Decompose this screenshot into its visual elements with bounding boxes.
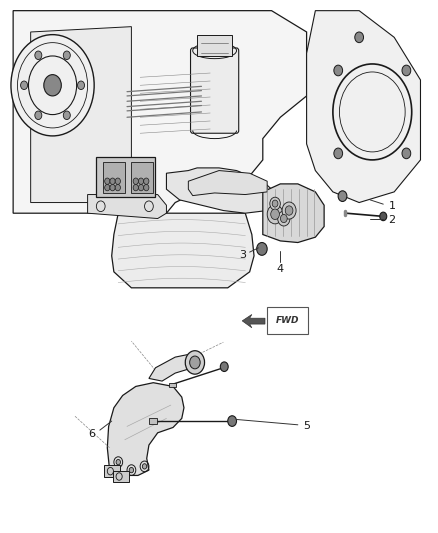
- Circle shape: [144, 184, 149, 191]
- Polygon shape: [307, 11, 420, 203]
- Circle shape: [133, 184, 138, 191]
- Circle shape: [35, 51, 42, 60]
- Circle shape: [334, 148, 343, 159]
- Text: 2: 2: [389, 215, 396, 224]
- FancyBboxPatch shape: [96, 157, 155, 197]
- FancyBboxPatch shape: [103, 162, 125, 193]
- FancyBboxPatch shape: [191, 48, 239, 133]
- FancyBboxPatch shape: [104, 465, 120, 477]
- Circle shape: [44, 75, 61, 96]
- Circle shape: [270, 197, 280, 210]
- Circle shape: [105, 184, 110, 191]
- FancyBboxPatch shape: [197, 35, 232, 56]
- Circle shape: [21, 81, 28, 90]
- Polygon shape: [112, 213, 254, 288]
- Circle shape: [11, 35, 94, 136]
- Circle shape: [402, 148, 411, 159]
- Polygon shape: [263, 184, 324, 243]
- Polygon shape: [188, 171, 267, 196]
- Circle shape: [116, 459, 120, 465]
- Circle shape: [110, 178, 115, 184]
- Circle shape: [129, 467, 134, 473]
- Circle shape: [142, 464, 147, 469]
- Polygon shape: [149, 354, 195, 381]
- Circle shape: [138, 178, 144, 184]
- Polygon shape: [88, 195, 166, 219]
- Circle shape: [267, 205, 283, 224]
- Circle shape: [280, 214, 287, 223]
- FancyBboxPatch shape: [131, 162, 153, 193]
- Circle shape: [257, 243, 267, 255]
- Circle shape: [338, 191, 347, 201]
- FancyBboxPatch shape: [149, 418, 157, 424]
- Circle shape: [285, 206, 293, 215]
- Text: FWD: FWD: [276, 317, 300, 325]
- Circle shape: [110, 184, 115, 191]
- Circle shape: [144, 178, 149, 184]
- Circle shape: [220, 362, 228, 372]
- Polygon shape: [13, 11, 307, 213]
- Circle shape: [138, 184, 144, 191]
- Circle shape: [228, 416, 237, 426]
- Circle shape: [278, 211, 290, 226]
- Text: 1: 1: [389, 201, 396, 211]
- Circle shape: [282, 202, 296, 219]
- Polygon shape: [242, 314, 265, 328]
- Circle shape: [133, 178, 138, 184]
- Circle shape: [115, 184, 120, 191]
- Circle shape: [334, 65, 343, 76]
- Circle shape: [271, 209, 279, 220]
- Circle shape: [380, 212, 387, 221]
- Circle shape: [63, 51, 70, 60]
- Polygon shape: [166, 168, 276, 213]
- Circle shape: [115, 178, 120, 184]
- Circle shape: [63, 111, 70, 119]
- Circle shape: [190, 356, 200, 369]
- Circle shape: [402, 65, 411, 76]
- FancyBboxPatch shape: [113, 471, 129, 482]
- Polygon shape: [22, 27, 131, 203]
- Circle shape: [105, 178, 110, 184]
- Text: 3: 3: [240, 250, 247, 260]
- Text: 5: 5: [303, 422, 310, 431]
- FancyBboxPatch shape: [169, 383, 176, 387]
- Text: 6: 6: [88, 430, 95, 439]
- Circle shape: [355, 32, 364, 43]
- Circle shape: [78, 81, 85, 90]
- Circle shape: [185, 351, 205, 374]
- Circle shape: [272, 200, 278, 207]
- Polygon shape: [107, 383, 184, 475]
- Circle shape: [35, 111, 42, 119]
- Text: 4: 4: [277, 264, 284, 274]
